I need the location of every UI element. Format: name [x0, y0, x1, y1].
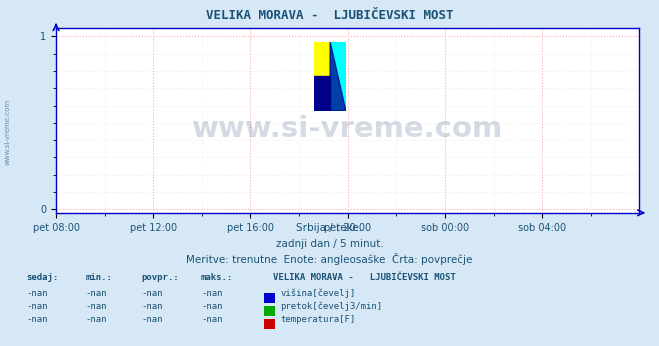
Polygon shape: [330, 42, 346, 111]
Text: Srbija / reke.: Srbija / reke.: [297, 223, 362, 233]
Text: www.si-vreme.com: www.si-vreme.com: [5, 98, 11, 165]
Text: -nan: -nan: [26, 289, 48, 298]
Text: -nan: -nan: [201, 302, 223, 311]
Text: min.:: min.:: [86, 273, 113, 282]
Text: -nan: -nan: [26, 315, 48, 324]
Polygon shape: [330, 42, 346, 111]
Text: temperatura[F]: temperatura[F]: [280, 315, 355, 324]
Text: -nan: -nan: [86, 302, 107, 311]
Text: zadnji dan / 5 minut.: zadnji dan / 5 minut.: [275, 239, 384, 249]
Text: povpr.:: povpr.:: [142, 273, 179, 282]
Text: -nan: -nan: [142, 289, 163, 298]
Text: VELIKA MORAVA -  LJUBIČEVSKI MOST: VELIKA MORAVA - LJUBIČEVSKI MOST: [206, 9, 453, 22]
Text: -nan: -nan: [26, 302, 48, 311]
Text: -nan: -nan: [142, 315, 163, 324]
Text: VELIKA MORAVA -   LJUBIČEVSKI MOST: VELIKA MORAVA - LJUBIČEVSKI MOST: [273, 273, 456, 282]
Polygon shape: [314, 42, 330, 76]
Text: sedaj:: sedaj:: [26, 273, 59, 282]
Text: -nan: -nan: [201, 315, 223, 324]
Text: maks.:: maks.:: [201, 273, 233, 282]
Text: pretok[čevelj3/min]: pretok[čevelj3/min]: [280, 302, 382, 311]
Text: -nan: -nan: [86, 315, 107, 324]
Text: višina[čevelj]: višina[čevelj]: [280, 289, 355, 298]
Text: www.si-vreme.com: www.si-vreme.com: [192, 116, 503, 144]
Polygon shape: [314, 42, 330, 76]
Text: -nan: -nan: [201, 289, 223, 298]
Text: -nan: -nan: [86, 289, 107, 298]
Text: Meritve: trenutne  Enote: angleosaške  Črta: povprečje: Meritve: trenutne Enote: angleosaške Črt…: [186, 253, 473, 265]
Polygon shape: [314, 76, 330, 111]
Text: -nan: -nan: [142, 302, 163, 311]
